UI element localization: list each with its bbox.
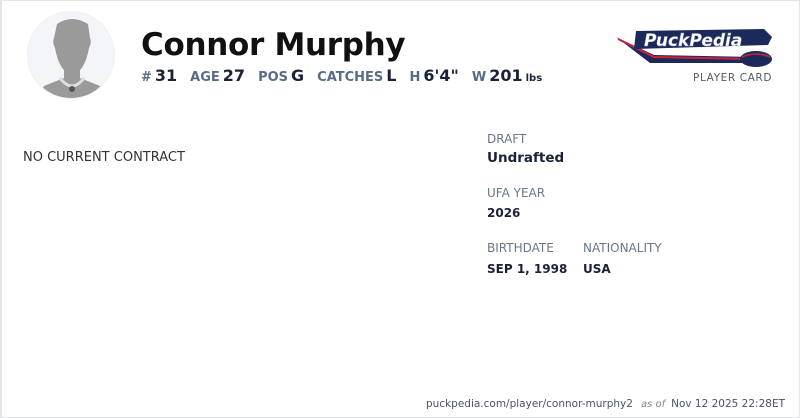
ufa-year-value: 2026 xyxy=(487,206,521,220)
height-value: 6'4" xyxy=(423,66,459,85)
as-of-label: as of xyxy=(640,399,666,410)
draft-label: DRAFT xyxy=(487,132,527,146)
footer: puckpedia.com/player/connor-murphy2 as of… xyxy=(426,398,785,410)
avatar xyxy=(27,11,115,99)
timestamp: Nov 12 2025 22:28ET xyxy=(671,398,785,410)
player-url[interactable]: puckpedia.com/player/connor-murphy2 xyxy=(425,398,633,410)
age-label: AGE xyxy=(190,70,220,85)
position-label: POS xyxy=(258,70,289,85)
number-label: # xyxy=(141,70,152,85)
player-silhouette-icon xyxy=(37,19,107,98)
draft-value: Undrafted xyxy=(487,150,565,166)
ufa-year-label: UFA YEAR xyxy=(487,186,546,200)
catches-label: CATCHES xyxy=(317,70,384,85)
puckpedia-logo: PuckPedia xyxy=(616,29,772,67)
contract-status: NO CURRENT CONTRACT xyxy=(23,150,185,165)
nationality-label: NATIONALITY xyxy=(583,241,662,255)
birthdate-value: SEP 1, 1998 xyxy=(487,262,568,276)
catches-value: L xyxy=(386,66,397,85)
player-name: Connor Murphy xyxy=(141,27,406,63)
age-value: 27 xyxy=(222,66,246,85)
weight-label: W xyxy=(471,70,487,85)
nationality-value: USA xyxy=(583,262,611,276)
height-label: H xyxy=(409,70,421,85)
player-stats: #31 AGE 27 POS G CATCHES L H 6'4" W 201 lbs xyxy=(141,66,542,85)
weight-value: 201 xyxy=(489,66,523,85)
svg-text:PuckPedia: PuckPedia xyxy=(644,31,742,51)
number-value: 31 xyxy=(154,66,178,85)
birthdate-label: BIRTHDATE xyxy=(487,241,554,255)
position-value: G xyxy=(291,66,305,85)
player-card-subtitle: PLAYER CARD xyxy=(693,72,772,84)
weight-unit: lbs xyxy=(525,73,543,84)
